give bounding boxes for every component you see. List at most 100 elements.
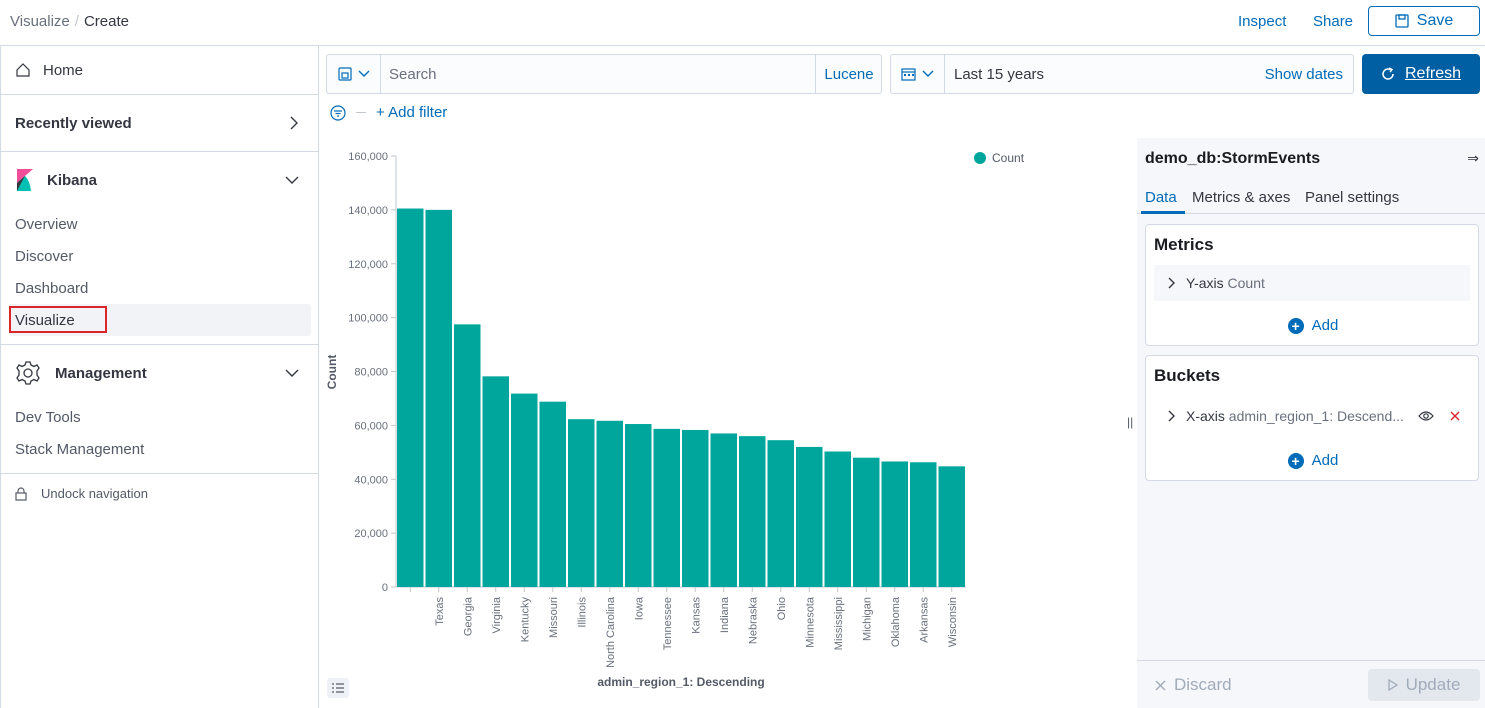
y-tick-label: 60,000 xyxy=(354,420,388,432)
active-nav-highlight xyxy=(9,304,311,336)
highlight-box xyxy=(9,306,107,333)
divider xyxy=(356,112,366,113)
discard-button[interactable]: Discard xyxy=(1155,675,1232,695)
x-tick-label: Kentucky xyxy=(519,597,531,643)
time-picker: Last 15 years Show dates xyxy=(890,54,1354,94)
eye-icon[interactable] xyxy=(1418,410,1434,422)
tab-data[interactable]: Data xyxy=(1145,189,1177,206)
update-button[interactable]: Update xyxy=(1368,669,1480,701)
x-tick-label: Virginia xyxy=(491,596,503,633)
share-link[interactable]: Share xyxy=(1313,13,1354,30)
breadcrumb-visualize[interactable]: Visualize xyxy=(10,13,70,30)
buckets-heading: Buckets xyxy=(1154,366,1221,385)
legend-toggle-button[interactable] xyxy=(327,678,349,698)
time-range-label[interactable]: Last 15 years xyxy=(954,66,1045,83)
nav-link-discover[interactable]: Discover xyxy=(15,248,74,265)
bucket-item-key: X-axis xyxy=(1186,408,1225,424)
bar xyxy=(739,436,766,587)
y-tick-label: 120,000 xyxy=(348,259,388,271)
gear-icon xyxy=(16,361,40,385)
nav-link-dashboard[interactable]: Dashboard xyxy=(15,280,89,297)
panel-resize-handle[interactable]: || xyxy=(1127,415,1134,429)
delete-icon[interactable] xyxy=(1450,411,1460,421)
add-metric-label: Add xyxy=(1311,317,1339,334)
editor-tabs: Data Metrics & axes Panel settings xyxy=(1137,184,1485,214)
chevron-down-icon xyxy=(922,70,934,77)
bar xyxy=(454,324,481,587)
saved-query-button[interactable] xyxy=(327,55,381,93)
show-dates-link[interactable]: Show dates xyxy=(1264,66,1343,83)
chevron-down-icon xyxy=(285,369,299,377)
metric-item-key: Y-axis xyxy=(1186,275,1224,291)
buckets-card: Buckets X-axis admin_region_1: Descend..… xyxy=(1145,355,1479,481)
chevron-down-icon xyxy=(358,70,369,77)
nav-link-visualize[interactable]: Visualize xyxy=(15,312,75,329)
undock-navigation[interactable]: Undock navigation xyxy=(15,486,148,501)
kibana-logo-icon xyxy=(17,169,33,191)
side-navigation: Home Recently viewed Kibana Overview Dis… xyxy=(0,46,319,708)
y-axis-title: Count xyxy=(325,355,339,390)
chevron-right-icon xyxy=(290,116,298,130)
x-tick-label: Nebraska xyxy=(747,596,759,644)
query-language-button[interactable]: Lucene xyxy=(815,55,882,93)
add-bucket-button[interactable]: + Add xyxy=(1146,452,1480,469)
x-tick-label: Missouri xyxy=(548,597,560,638)
x-tick-label: Minnesota xyxy=(804,596,816,648)
y-tick-label: 140,000 xyxy=(348,205,388,217)
divider xyxy=(1,473,319,474)
quick-select-button[interactable] xyxy=(891,55,945,93)
add-metric-button[interactable]: + Add xyxy=(1146,317,1480,334)
nav-group-kibana[interactable]: Kibana xyxy=(1,152,319,208)
inspect-link[interactable]: Inspect xyxy=(1238,13,1287,30)
metric-y-axis-item[interactable]: Y-axis Count xyxy=(1154,265,1470,301)
x-tick-label: Georgia xyxy=(462,596,474,636)
nav-home[interactable]: Home xyxy=(1,46,319,94)
search-input[interactable] xyxy=(381,55,815,93)
nav-link-dev-tools[interactable]: Dev Tools xyxy=(15,409,81,426)
chevron-right-icon xyxy=(1168,277,1175,289)
bar xyxy=(397,208,424,587)
update-label: Update xyxy=(1405,675,1461,694)
bucket-x-axis-item[interactable]: X-axis admin_region_1: Descend... xyxy=(1154,398,1470,434)
add-bucket-label: Add xyxy=(1311,452,1339,469)
nav-group-management[interactable]: Management xyxy=(1,345,319,401)
bar xyxy=(425,209,452,587)
tab-metrics-axes[interactable]: Metrics & axes xyxy=(1192,189,1291,206)
editor-sidebar: demo_db:StormEvents ⇒ Data Metrics & axe… xyxy=(1137,138,1485,708)
bar xyxy=(625,424,652,587)
x-tick-label: Arkansas xyxy=(918,597,930,643)
refresh-button[interactable]: Refresh xyxy=(1362,54,1480,94)
bar xyxy=(767,440,794,587)
collapse-icon[interactable]: ⇒ xyxy=(1467,150,1479,166)
active-tab-indicator xyxy=(1141,211,1185,214)
tab-panel-settings[interactable]: Panel settings xyxy=(1305,189,1400,206)
calendar-icon xyxy=(901,68,916,81)
bar xyxy=(910,462,937,587)
refresh-icon xyxy=(1382,67,1394,80)
undock-label: Undock navigation xyxy=(41,486,148,501)
top-header: Visualize / Create Inspect Share Save xyxy=(0,0,1485,46)
chart-area: 0 20,000 40,000 60,000 80,000 100,000 120,000 1… xyxy=(320,138,1126,708)
filter-icon[interactable] xyxy=(330,104,346,121)
nav-link-stack-management[interactable]: Stack Management xyxy=(15,441,145,458)
x-tick-label: Ohio xyxy=(776,597,788,620)
bar xyxy=(653,428,680,587)
nav-recently-viewed[interactable]: Recently viewed xyxy=(1,95,319,151)
nav-link-overview[interactable]: Overview xyxy=(15,216,78,233)
bar xyxy=(796,446,823,587)
nav-home-label: Home xyxy=(43,61,84,79)
divider xyxy=(1,94,319,95)
bar xyxy=(511,393,538,587)
y-tick-label: 160,000 xyxy=(348,151,388,163)
save-button[interactable]: Save xyxy=(1368,6,1480,36)
kibana-group-label: Kibana xyxy=(47,171,98,189)
refresh-label: Refresh xyxy=(1404,65,1462,82)
legend-swatch xyxy=(974,152,986,164)
lock-icon xyxy=(15,486,27,501)
y-tick-label: 0 xyxy=(382,582,388,594)
add-filter-button[interactable]: + Add filter xyxy=(376,104,448,121)
x-tick-label: Illinois xyxy=(576,597,588,628)
x-tick-label: Oklahoma xyxy=(890,596,902,647)
y-tick-label: 20,000 xyxy=(354,528,388,540)
x-tick-label: North Carolina xyxy=(605,596,617,668)
